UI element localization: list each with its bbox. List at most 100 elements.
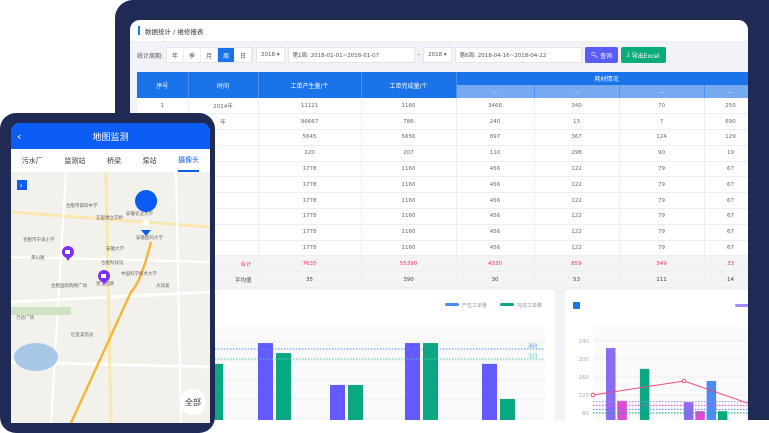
table-cell: 67 xyxy=(704,224,748,241)
map-label: 大润发 xyxy=(156,282,170,289)
period-option[interactable]: 月 xyxy=(201,48,219,62)
map-label: 合肥国际购物广场 xyxy=(51,282,87,289)
table-row: 1778 1160 456 122 79 67 xyxy=(137,192,748,210)
map-label: 中国科学技术大学 xyxy=(121,270,157,277)
query-button[interactable]: 🔍︎ 查询 xyxy=(584,47,619,63)
park xyxy=(11,307,71,315)
table-cell: 1778 xyxy=(258,208,362,225)
map-label: 合肥市第四中学 xyxy=(66,202,98,209)
period-option[interactable]: 年 xyxy=(167,48,185,62)
table-row: 1778 1160 456 122 79 67 xyxy=(137,176,748,194)
table-cell: 220 xyxy=(258,145,362,162)
table-cell: 207 xyxy=(361,145,457,162)
bar xyxy=(606,348,616,420)
table-cell: 111 xyxy=(619,271,705,289)
y-tick-label: 160 xyxy=(579,375,590,381)
table-row: 1778 1160 456 122 79 67 xyxy=(137,161,748,178)
road xyxy=(50,171,67,423)
table-cell: 340 xyxy=(534,98,620,115)
table-cell: 250 xyxy=(704,98,748,115)
table-cell: 786 xyxy=(361,113,457,131)
table-cell: 19 xyxy=(704,145,748,162)
sub-column-header: … xyxy=(704,85,748,98)
category-tabs: 污水厂 监测站 桥梁 泵站 摄像头 xyxy=(11,149,210,172)
download-icon: ⤓ xyxy=(627,51,632,58)
page-title: 地图监测 xyxy=(92,132,129,143)
table-cell: 122 xyxy=(534,240,620,257)
end-year-select[interactable]: 2018 ▾ xyxy=(423,47,452,63)
table-cell: 35 xyxy=(258,271,362,289)
map-label: 黄山路 xyxy=(31,254,45,261)
tab-2[interactable]: 桥梁 xyxy=(106,156,121,165)
chevron-left-icon[interactable]: ‹ xyxy=(17,129,22,143)
sub-column-header: … xyxy=(619,85,705,98)
map-label: 合肥科技馆 xyxy=(101,259,124,266)
table-cell: 456 xyxy=(456,240,535,257)
chevron-right-icon: › xyxy=(20,181,23,190)
consumables-chart-panel: 4080120160200240 xyxy=(565,290,748,420)
table-row: 1778 1160 456 122 79 67 xyxy=(137,240,748,257)
table-cell: 1778 xyxy=(258,192,362,210)
table-cell: 1778 xyxy=(258,240,362,257)
table-cell: 1778 xyxy=(258,224,362,241)
tab-3[interactable]: 泵站 xyxy=(142,156,157,165)
table-cell: 67 xyxy=(704,161,748,178)
table-cell: 124 xyxy=(619,129,705,146)
table-cell: 1160 xyxy=(361,98,457,115)
period-option[interactable]: 周 xyxy=(218,48,236,62)
export-excel-button[interactable]: ⤓ 导出Excel xyxy=(621,47,666,63)
period-option[interactable]: 季 xyxy=(184,48,202,62)
table-cell: 456 xyxy=(456,192,535,210)
bar xyxy=(617,400,627,420)
bar xyxy=(639,368,650,420)
period-selector[interactable]: 年季月周日 xyxy=(166,47,254,63)
reference-label: 323 xyxy=(528,354,538,360)
phone-frame: ‹ 地图监测 污水厂 监测站 桥梁 泵站 摄像头 › 合肥市第四中学 安徽农业大学 五里墩立交… xyxy=(0,113,215,433)
start-week-select[interactable]: 第1周: 2018-01-01~2018-01-07 xyxy=(287,47,415,63)
road xyxy=(104,171,113,423)
end-week-select[interactable]: 第6周: 2018-04-16~2018-04-22 xyxy=(454,47,582,63)
work-order-chart-panel: 产生工单量 完成工单量 360 323 xyxy=(208,290,555,420)
tab-0[interactable]: 污水厂 xyxy=(21,156,43,165)
map-label: 五里墩立交桥 xyxy=(96,214,123,221)
period-option[interactable]: 日 xyxy=(235,48,253,62)
highway xyxy=(69,241,153,423)
table-row: 220 207 110 298 90 19 xyxy=(137,145,748,162)
start-year-select[interactable]: 2018 ▾ xyxy=(256,47,285,63)
report-table: 序号 时间 工单产生量/个 工单完成量/个 耗材情况………… 1 2014年 11121 116… xyxy=(137,72,748,289)
map-label: 安徽医科大学 xyxy=(136,234,163,241)
table-cell: 67 xyxy=(704,192,748,210)
table-cell: 1778 xyxy=(258,176,362,194)
dashboard-screen: 数据统计 / 维修报表 统计周期: 年季月周日 2018 ▾ 第1周: 2018… xyxy=(130,20,748,420)
legend-swatch xyxy=(735,304,748,307)
table-cell: 122 xyxy=(534,192,620,210)
table-cell: 1160 xyxy=(361,161,457,178)
bar xyxy=(500,399,515,420)
camera-glyph xyxy=(101,274,106,278)
road xyxy=(11,256,210,263)
map-label: 合肥市宁溪小学 xyxy=(23,236,55,243)
map-label: 万达广场 xyxy=(16,314,34,321)
y-tick-label: 240 xyxy=(579,339,590,345)
bar xyxy=(208,363,223,420)
road xyxy=(11,290,210,304)
tab-4[interactable]: 摄像头 xyxy=(178,150,200,172)
plot-area xyxy=(593,326,748,420)
table-cell: 1 xyxy=(137,98,189,115)
tab-1[interactable]: 监测站 xyxy=(64,156,86,165)
table-cell: 79 xyxy=(619,192,705,210)
camera-marker-tip xyxy=(65,256,71,261)
legend-label: 产生工单量 xyxy=(462,302,487,309)
table-cell: 70 xyxy=(619,98,705,115)
all-button-label[interactable]: 全部 xyxy=(185,397,201,407)
lake xyxy=(14,343,58,371)
y-tick-label: 120 xyxy=(579,393,590,399)
location-pin-icon xyxy=(135,190,158,212)
table-cell: 79 xyxy=(619,224,705,241)
table-cell: 13 xyxy=(534,113,620,131)
location-pin-tip xyxy=(141,230,151,236)
table-cell: 55390 xyxy=(361,255,457,273)
table-cell: 5656 xyxy=(361,129,457,146)
y-tick-label: 80 xyxy=(582,411,589,417)
